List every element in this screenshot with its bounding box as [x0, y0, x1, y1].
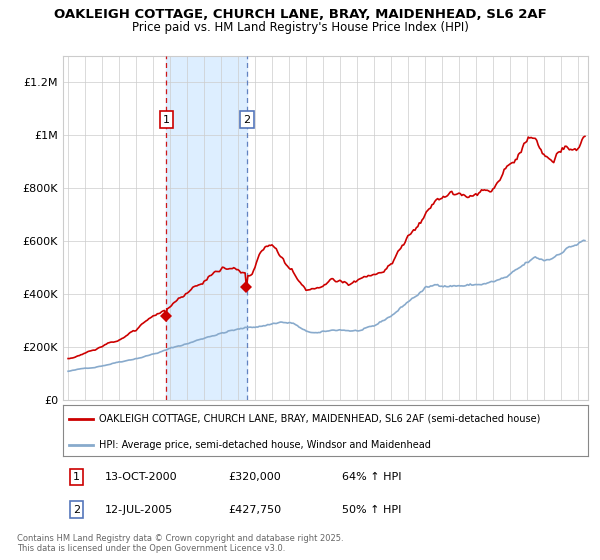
Text: £427,750: £427,750 [228, 505, 281, 515]
Text: 2: 2 [73, 505, 80, 515]
Bar [166, 56, 247, 400]
Text: OAKLEIGH COTTAGE, CHURCH LANE, BRAY, MAIDENHEAD, SL6 2AF: OAKLEIGH COTTAGE, CHURCH LANE, BRAY, MAI… [53, 8, 547, 21]
Text: 1: 1 [73, 472, 80, 482]
Text: 50% ↑ HPI: 50% ↑ HPI [342, 505, 401, 515]
Text: OAKLEIGH COTTAGE, CHURCH LANE, BRAY, MAIDENHEAD, SL6 2AF (semi-detached house): OAKLEIGH COTTAGE, CHURCH LANE, BRAY, MAI… [98, 414, 540, 424]
Text: 64% ↑ HPI: 64% ↑ HPI [342, 472, 401, 482]
Text: Price paid vs. HM Land Registry's House Price Index (HPI): Price paid vs. HM Land Registry's House … [131, 21, 469, 34]
Text: HPI: Average price, semi-detached house, Windsor and Maidenhead: HPI: Average price, semi-detached house,… [98, 440, 431, 450]
Text: 1: 1 [163, 115, 170, 124]
Text: Contains HM Land Registry data © Crown copyright and database right 2025.
This d: Contains HM Land Registry data © Crown c… [17, 534, 343, 553]
Text: 2: 2 [244, 115, 251, 124]
Text: 13-OCT-2000: 13-OCT-2000 [105, 472, 178, 482]
Text: £320,000: £320,000 [228, 472, 281, 482]
Text: 12-JUL-2005: 12-JUL-2005 [105, 505, 173, 515]
